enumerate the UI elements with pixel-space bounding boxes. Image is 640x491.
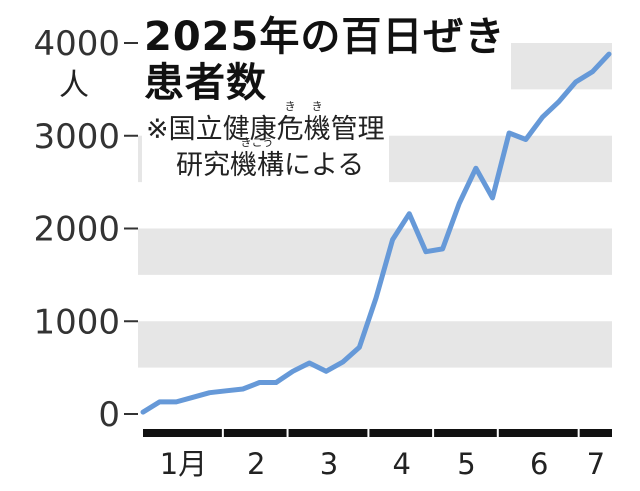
ruby-base: 危 (276, 114, 304, 145)
series-line (140, 51, 612, 415)
chart-title-line-2: 患者数 (144, 60, 267, 106)
source-note-suffix-2: による (284, 150, 365, 181)
grid-band (138, 228, 612, 275)
y-tick-label: 4000 (33, 24, 120, 64)
month-segment (434, 429, 497, 437)
month-segment (223, 429, 287, 437)
y-axis: 0 1000 2000 3000 4000 人 (33, 24, 138, 435)
x-axis: 1月 2 3 4 5 6 7 (143, 429, 612, 481)
month-label: 5 (457, 447, 475, 481)
source-note: ※国立健康き危き機管理 研究 きこう 機構による (142, 101, 389, 184)
ruby-group-3: きこう 機構 (230, 137, 284, 184)
month-label: 1月 (160, 447, 207, 481)
month-label: 2 (247, 447, 265, 481)
y-unit-label: 人 (59, 68, 89, 103)
month-segment (579, 429, 612, 437)
source-note-line-1: ※国立健康き危き機管理 (146, 101, 385, 148)
month-segment (288, 429, 368, 437)
ruby-base: 機 (303, 114, 331, 145)
source-note-line-2: 研究 きこう 機構による (146, 137, 385, 184)
month-label: 4 (393, 447, 411, 481)
source-note-suffix: 管理 (330, 114, 385, 145)
month-segment (498, 429, 578, 437)
y-tick-label: 2000 (33, 210, 120, 250)
ruby-base: 機構 (230, 150, 284, 181)
month-label: 7 (587, 447, 605, 481)
y-tick-label: 0 (98, 395, 120, 435)
month-label: 6 (530, 447, 548, 481)
ruby-reading: き (284, 100, 296, 113)
y-tick-label: 1000 (33, 302, 120, 342)
month-segment (369, 429, 433, 437)
source-note-prefix: ※国立健康 (146, 114, 277, 145)
ruby-reading: きこう (240, 136, 274, 149)
ruby-reading: き (311, 100, 323, 113)
chart-title-line-1: 2025年の百日ぜき (144, 14, 506, 60)
y-tick-label: 3000 (33, 117, 120, 157)
month-label: 3 (320, 447, 338, 481)
source-note-prefix-2: 研究 (176, 150, 230, 181)
month-segment (143, 429, 222, 437)
chart-title: 2025年の百日ぜき 患者数 (138, 14, 512, 106)
ruby-group-1: き危 (276, 101, 304, 148)
ruby-group-2: き機 (303, 101, 331, 148)
grid-band (138, 321, 612, 368)
